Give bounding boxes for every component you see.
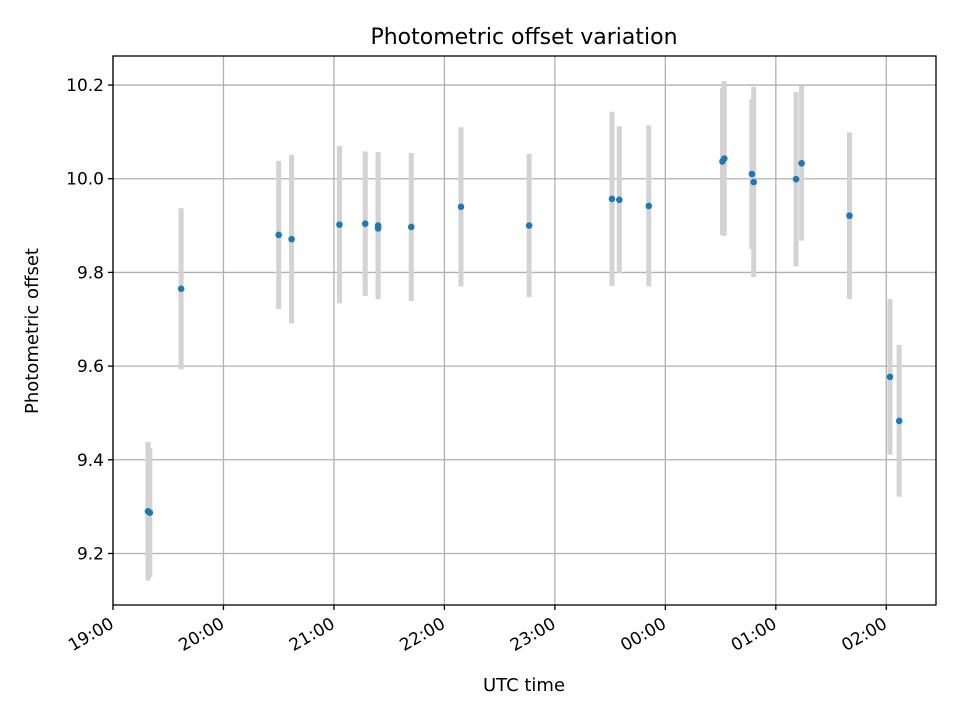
data-point: [374, 225, 382, 232]
data-point: [645, 202, 653, 210]
x-tick-label: 21:00: [286, 614, 338, 656]
data-point: [361, 220, 369, 227]
data-points: [144, 155, 903, 517]
y-axis-label: Photometric offset: [22, 248, 43, 414]
data-point: [846, 212, 853, 220]
grid-lines: [112, 56, 936, 605]
y-tick-label: 10.2: [66, 76, 104, 96]
y-tick-label: 10.0: [66, 170, 104, 190]
data-point: [457, 203, 465, 211]
data-point: [750, 178, 758, 186]
data-point: [177, 285, 185, 293]
data-point: [608, 195, 616, 203]
chart-title: Photometric offset variation: [370, 25, 677, 50]
x-tick-label: 23:00: [507, 614, 559, 656]
data-point: [407, 223, 415, 231]
plot-frame: [112, 55, 937, 606]
data-point: [525, 222, 533, 229]
y-axis-ticks: 9.2 9.4 9.6 9.8 10.0 10.2: [66, 76, 113, 564]
data-point: [146, 509, 154, 517]
x-axis-ticks: 19:00 20:00 21:00 22:00 23:00 00:00 01:00 02:00: [65, 605, 891, 656]
data-point: [616, 196, 623, 204]
y-tick-label: 9.4: [77, 451, 104, 471]
data-point: [336, 221, 343, 228]
data-point: [798, 159, 805, 167]
data-point: [886, 373, 894, 381]
x-tick-label: 19:00: [65, 614, 117, 656]
x-axis-label: UTC time: [483, 675, 565, 696]
x-tick-label: 20:00: [176, 614, 228, 656]
data-point: [720, 155, 728, 162]
y-tick-label: 9.8: [77, 263, 104, 283]
data-point: [792, 175, 800, 183]
y-tick-label: 9.2: [77, 544, 104, 564]
data-point: [275, 231, 283, 239]
data-point: [748, 170, 756, 178]
x-tick-label: 01:00: [728, 614, 780, 656]
data-point: [288, 235, 295, 243]
x-tick-label: 22:00: [396, 614, 448, 656]
x-tick-label: 00:00: [617, 614, 669, 656]
y-tick-label: 9.6: [77, 357, 104, 377]
data-point: [895, 417, 903, 425]
x-tick-label: 02:00: [838, 614, 890, 656]
error-bars: [145, 81, 902, 581]
